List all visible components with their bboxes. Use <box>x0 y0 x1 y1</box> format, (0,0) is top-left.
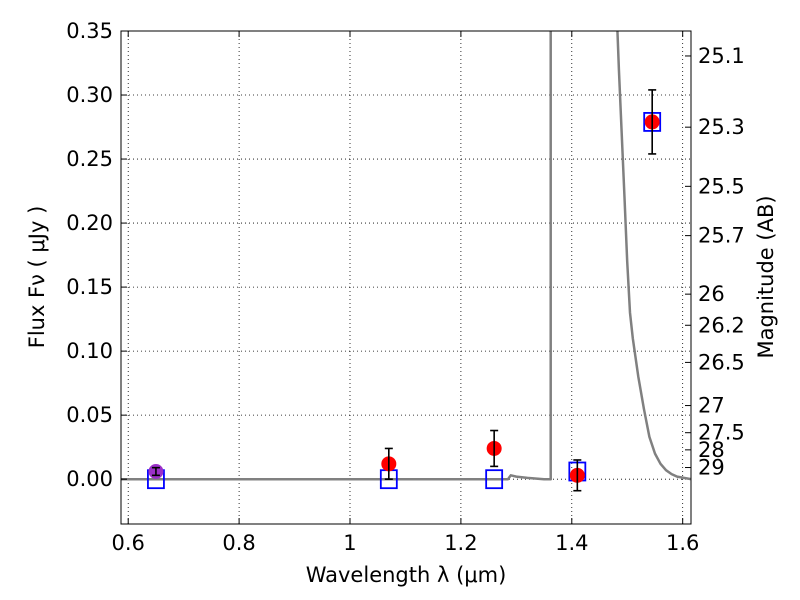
y-axis-right-label: Magnitude (AB) <box>754 195 778 358</box>
right-tick-label: 26.5 <box>698 350 745 374</box>
y-tick-label: 0.05 <box>66 403 113 427</box>
y-tick-label: 0.10 <box>66 339 113 363</box>
grid-lines <box>121 30 691 524</box>
y-tick-label: 0.00 <box>66 467 113 491</box>
y-tick-label: 0.35 <box>66 19 113 43</box>
x-tick-label: 1.6 <box>666 531 699 555</box>
y-tick-label: 0.20 <box>66 211 113 235</box>
tick-marks <box>121 30 691 524</box>
right-tick-label: 25.7 <box>698 224 745 248</box>
model-sed-curve <box>121 31 691 481</box>
x-tick-label: 1.4 <box>555 531 588 555</box>
model-square-marker <box>485 469 504 490</box>
y-tick-label: 0.30 <box>66 83 113 107</box>
y-axis-label: Flux Fν ( μJy ) <box>25 206 49 349</box>
x-tick-label: 0.8 <box>222 531 255 555</box>
right-tick-label: 26.2 <box>698 313 745 337</box>
right-tick-label: 25.5 <box>698 174 745 198</box>
x-axis-label: Wavelength λ (μm) <box>306 563 507 587</box>
right-tick-label: 25.3 <box>698 115 745 139</box>
x-tick-label: 0.6 <box>112 531 145 555</box>
y-tick-label: 0.15 <box>66 275 113 299</box>
plot-frame <box>120 30 692 525</box>
model-curve-group <box>121 31 691 481</box>
right-tick-label: 27.5 <box>698 421 745 445</box>
right-tick-label: 29 <box>698 456 725 480</box>
x-tick-label: 1.2 <box>444 531 477 555</box>
tick-labels: 0.6 0.8 1 1.2 1.4 1.6 0.00 0.05 0.10 0.15 0.20 0.25… <box>66 19 745 555</box>
data-markers <box>147 89 662 492</box>
x-tick-label: 1 <box>343 531 356 555</box>
right-tick-label: 25.1 <box>698 44 745 68</box>
right-tick-label: 27 <box>698 394 725 418</box>
right-tick-label: 28 <box>698 438 725 462</box>
y-tick-label: 0.25 <box>66 147 113 171</box>
right-tick-label: 26 <box>698 282 725 306</box>
